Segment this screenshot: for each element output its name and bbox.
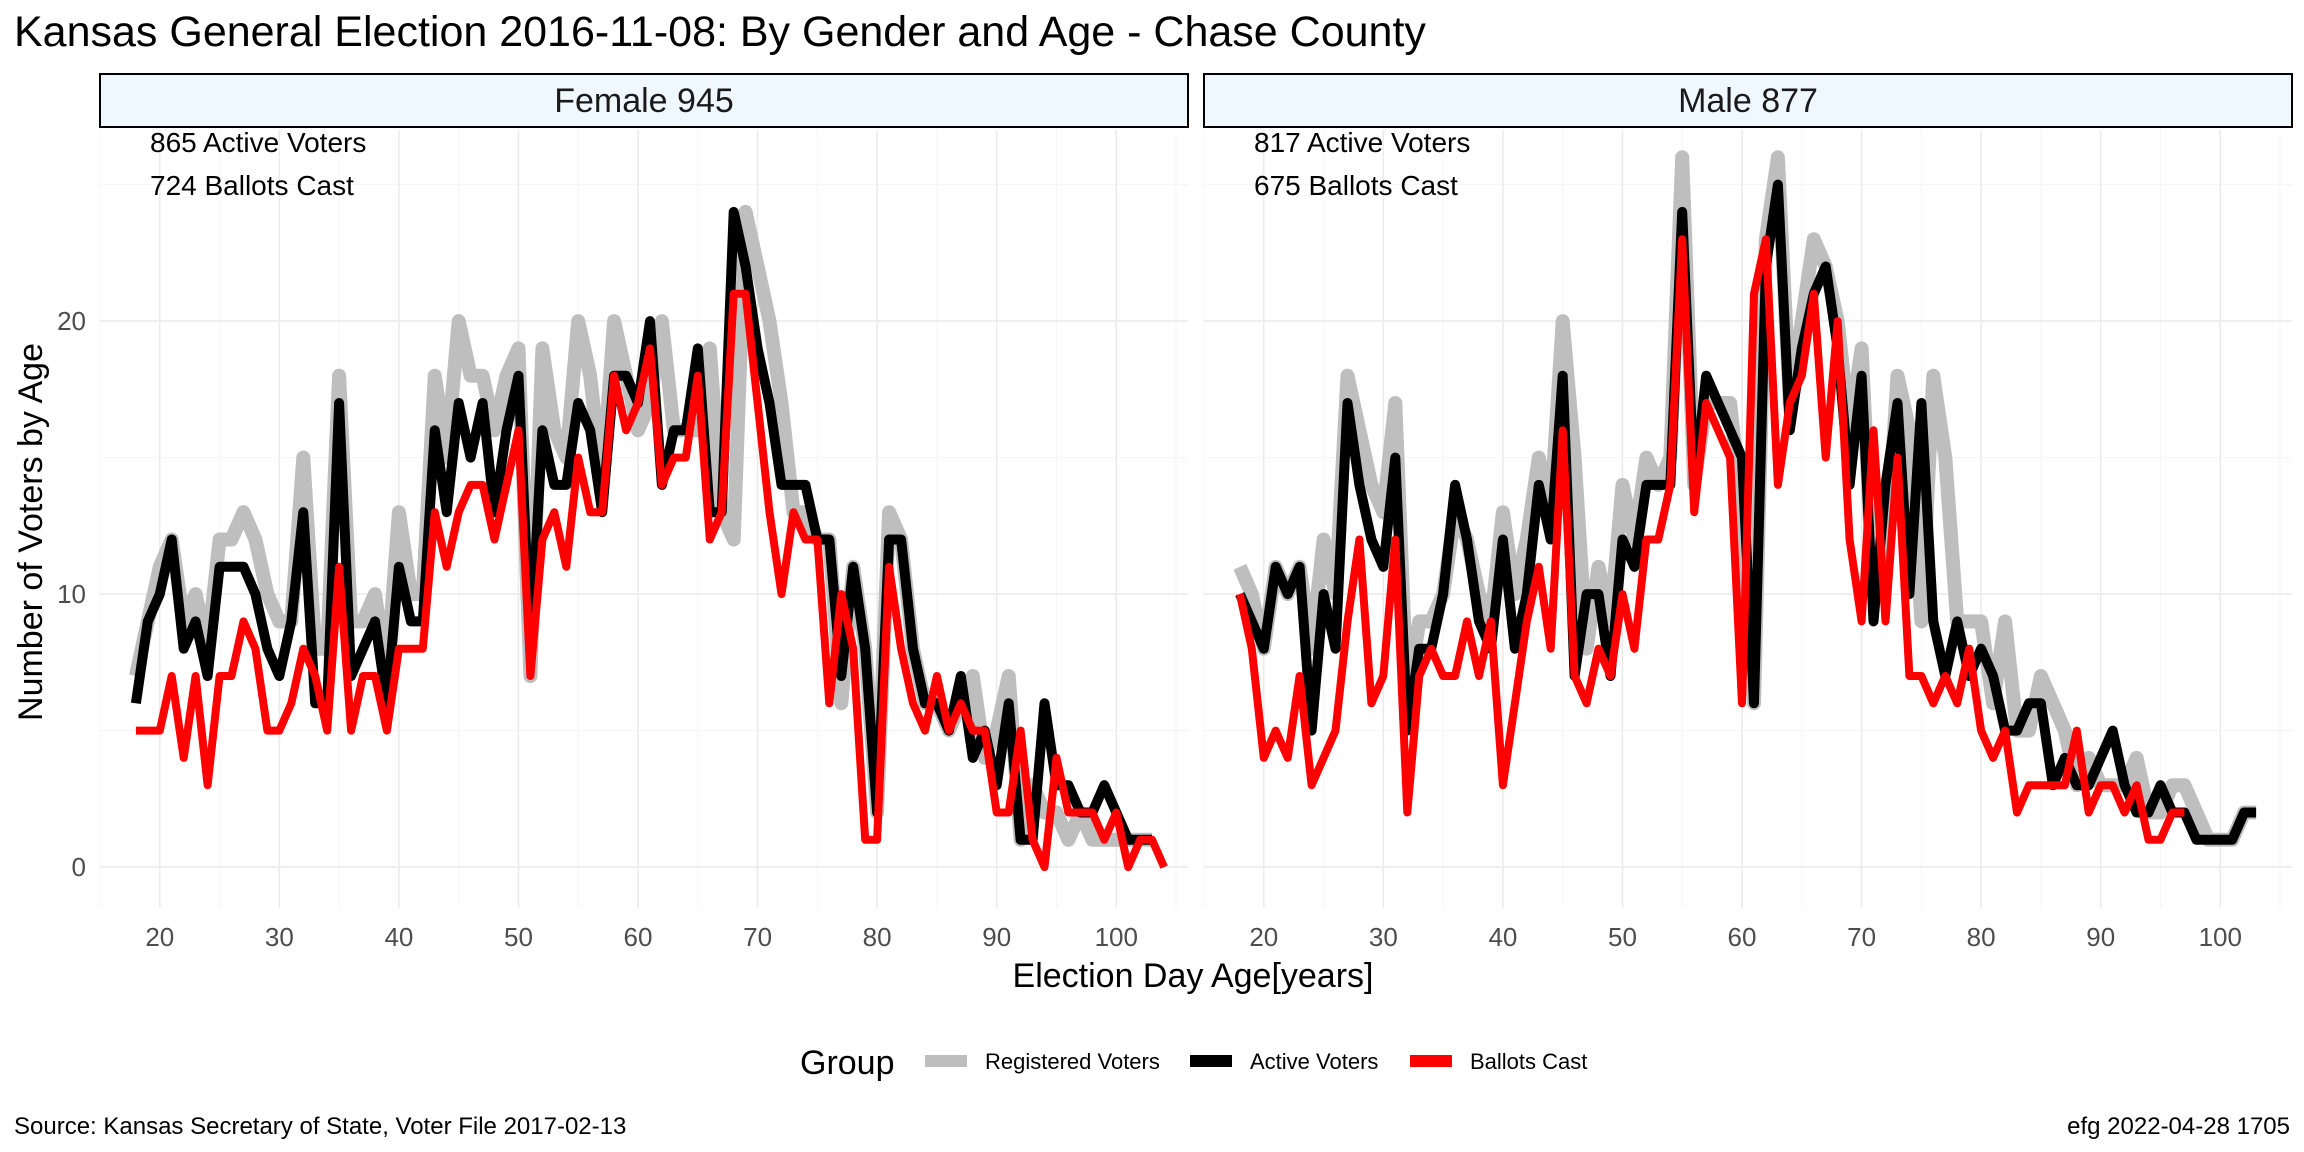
y-tick-label: 10 bbox=[57, 579, 86, 609]
x-tick-label: 30 bbox=[265, 922, 294, 952]
legend-title: Group bbox=[800, 1044, 895, 1082]
caption-source: Source: Kansas Secretary of State, Voter… bbox=[14, 1113, 626, 1140]
series-line-ballots-cast bbox=[135, 289, 1168, 872]
x-tick-label: 20 bbox=[145, 922, 174, 952]
panel-annotation: 865 Active Voters bbox=[150, 127, 366, 158]
series-line-ballots-cast bbox=[1235, 235, 2185, 844]
panel-annotation: 817 Active Voters bbox=[1254, 127, 1470, 158]
x-tick-label: 50 bbox=[1608, 922, 1637, 952]
facet-strip-label: Male 877 bbox=[1678, 82, 1818, 120]
x-tick-label: 80 bbox=[863, 922, 892, 952]
x-tick-label: 60 bbox=[1728, 922, 1757, 952]
legend-label: Ballots Cast bbox=[1470, 1049, 1587, 1074]
x-tick-label: 80 bbox=[1967, 922, 1996, 952]
x-tick-label: 100 bbox=[2199, 922, 2242, 952]
panel-female: Female 945 865 Active Voters 724 Ballots C… bbox=[57, 73, 1189, 952]
facet-strip bbox=[1203, 73, 2293, 128]
legend-label: Active Voters bbox=[1250, 1049, 1378, 1074]
panel-annotation: 724 Ballots Cast bbox=[150, 170, 354, 201]
facet-panels: Female 945 865 Active Voters 724 Ballots C… bbox=[57, 73, 2293, 952]
chart-title: Kansas General Election 2016-11-08: By G… bbox=[14, 8, 1426, 56]
x-tick-label: 100 bbox=[1095, 922, 1138, 952]
x-tick-label: 40 bbox=[384, 922, 413, 952]
y-axis-label: Number of Voters by Age bbox=[12, 343, 50, 721]
x-tick-label: 90 bbox=[2086, 922, 2115, 952]
panel-annotation: 675 Ballots Cast bbox=[1254, 170, 1458, 201]
x-tick-label: 90 bbox=[982, 922, 1011, 952]
x-axis-label: Election Day Age[years] bbox=[1013, 957, 1374, 995]
facet-strip bbox=[99, 73, 1189, 128]
facet-strip-label: Female 945 bbox=[554, 82, 734, 120]
x-tick-label: 70 bbox=[743, 922, 772, 952]
y-tick-label: 0 bbox=[72, 852, 86, 882]
x-tick-label: 30 bbox=[1369, 922, 1398, 952]
panel-male: Male 877 817 Active Voters 675 Ballots Cas… bbox=[1203, 73, 2293, 952]
x-tick-label: 40 bbox=[1488, 922, 1517, 952]
legend-label: Registered Voters bbox=[985, 1049, 1160, 1074]
x-tick-label: 60 bbox=[624, 922, 653, 952]
x-tick-label: 50 bbox=[504, 922, 533, 952]
y-tick-label: 20 bbox=[57, 306, 86, 336]
series-line-active-voters bbox=[130, 206, 1153, 845]
x-tick-label: 70 bbox=[1847, 922, 1876, 952]
x-tick-label: 20 bbox=[1249, 922, 1278, 952]
caption-credit: efg 2022-04-28 1705 bbox=[2067, 1113, 2290, 1140]
legend: Group Registered Voters Active Voters Ball… bbox=[800, 1044, 1587, 1082]
